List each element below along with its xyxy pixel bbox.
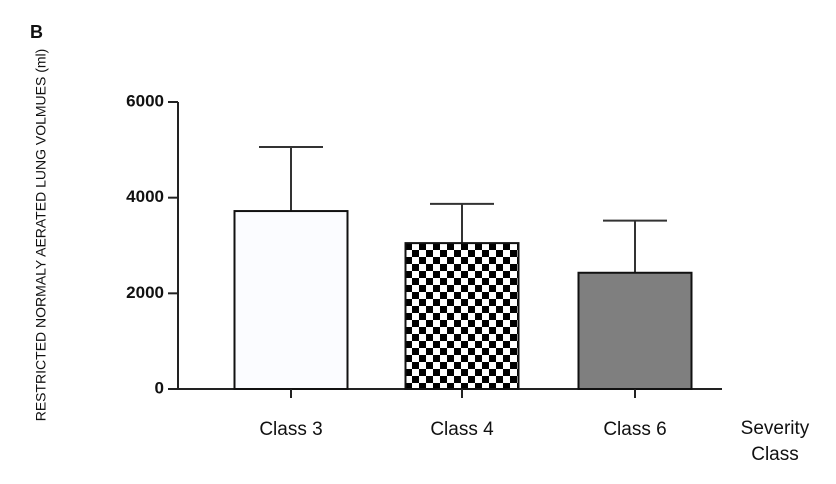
bar bbox=[577, 271, 693, 391]
y-axis-label: RESTRICTED NORMALY AERATED LUNG VOLMUES … bbox=[33, 49, 49, 422]
panel-label: B bbox=[30, 22, 43, 42]
x-tick-label: Class 4 bbox=[430, 419, 494, 440]
y-tick-label: 2000 bbox=[126, 283, 164, 302]
y-tick-label: 4000 bbox=[126, 187, 164, 206]
x-tick-label: Class 6 bbox=[603, 419, 666, 440]
x-tick-label: Class 3 bbox=[259, 419, 322, 440]
x-axis-label: Severity Class bbox=[740, 418, 810, 465]
bar bbox=[404, 242, 520, 390]
y-tick-label: 6000 bbox=[126, 91, 164, 110]
bar bbox=[233, 210, 349, 390]
y-tick-label: 0 bbox=[155, 378, 164, 397]
